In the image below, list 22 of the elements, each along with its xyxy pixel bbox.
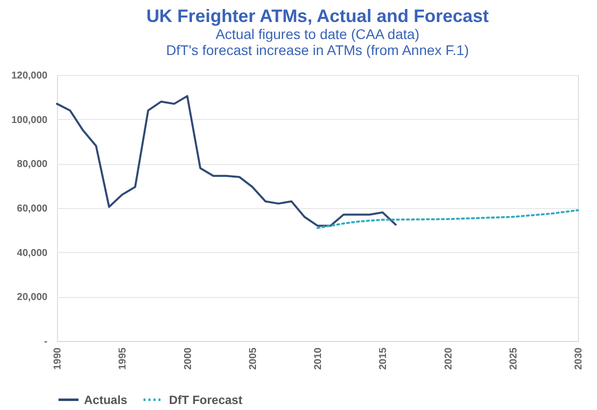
- legend-label: DfT Forecast: [169, 392, 242, 407]
- x-tick-label: 2010: [313, 347, 324, 370]
- y-tick-label: -: [44, 336, 48, 348]
- y-tick-label: 100,000: [11, 114, 48, 126]
- x-tick-label: 2005: [248, 347, 259, 370]
- line-series: [56, 95, 397, 227]
- legend-label: Actuals: [84, 392, 128, 407]
- chart-subtitle: Actual figures to date (CAA data) DfT's forecast increase in ATMs (from Annex F.1): [166, 26, 469, 58]
- line-series: [316, 209, 579, 229]
- chart-title: UK Freighter ATMs, Actual and Forecast: [146, 6, 489, 26]
- y-tick-label: 120,000: [11, 70, 48, 82]
- x-tick-label: 2020: [443, 347, 454, 370]
- x-tick-label: 1990: [52, 347, 64, 370]
- x-tick-label: 1995: [118, 347, 129, 370]
- y-tick-label: 80,000: [16, 159, 48, 170]
- x-tick-label: 2025: [508, 347, 520, 370]
- x-tick-label: 2000: [182, 347, 194, 370]
- x-tick-label: 2015: [378, 347, 390, 370]
- y-tick-label: 40,000: [16, 248, 48, 259]
- x-tick-label: 2030: [574, 347, 584, 370]
- y-tick-label: 20,000: [16, 292, 48, 304]
- y-tick-label: 60,000: [16, 204, 48, 214]
